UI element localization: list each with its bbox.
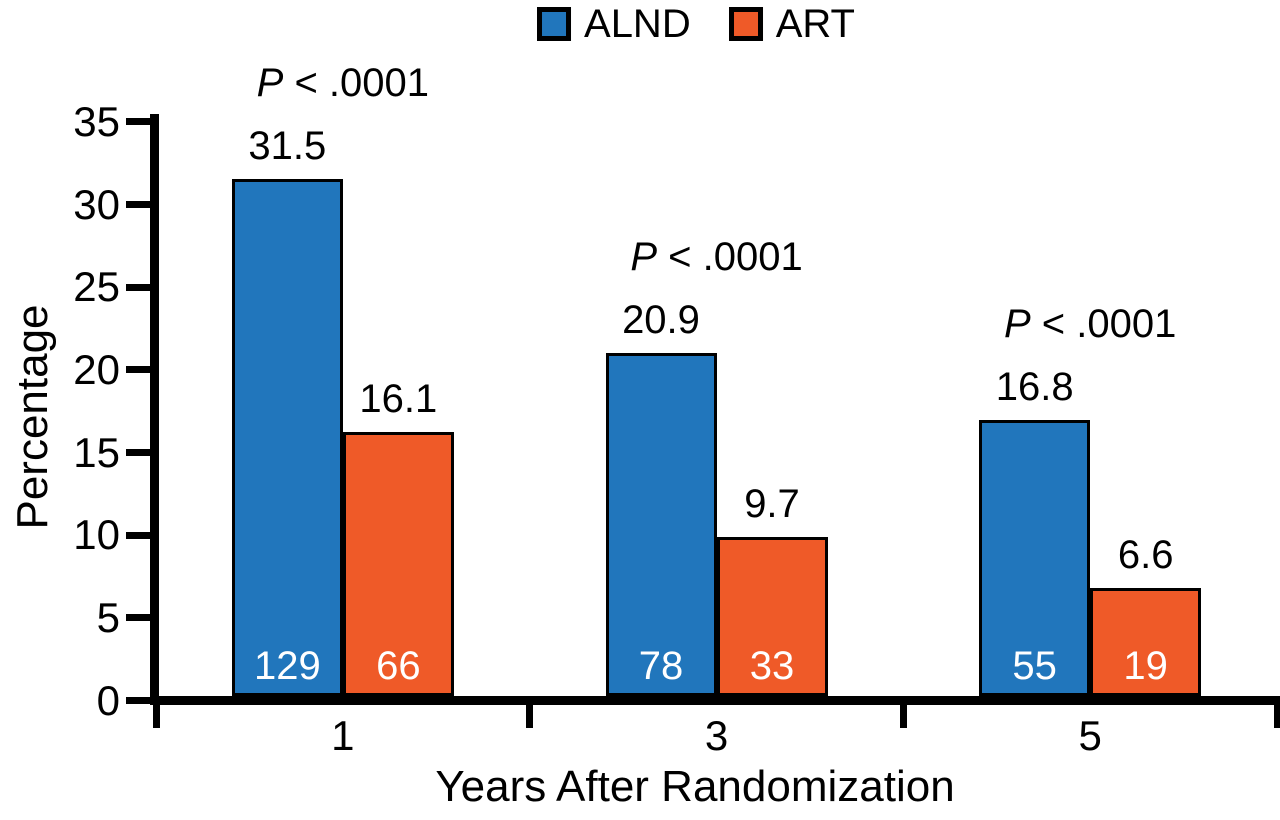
x-tick <box>899 700 907 728</box>
legend-swatch-alnd-icon <box>537 7 572 41</box>
y-tick <box>126 118 150 126</box>
bar-alnd: 78 <box>605 353 717 696</box>
y-tick-label: 0 <box>96 676 120 724</box>
x-tick <box>526 700 534 728</box>
legend-item-art: ART <box>728 2 855 46</box>
legend-swatch-art-icon <box>728 7 763 41</box>
y-tick <box>126 531 150 539</box>
p-value-label: P < .0001 <box>256 61 430 106</box>
bar-count-label: 129 <box>253 643 321 688</box>
y-tick <box>126 697 150 704</box>
bar-count-label: 78 <box>638 643 684 688</box>
legend-label-art: ART <box>775 2 855 46</box>
y-tick <box>126 201 150 209</box>
p-value-label: P < .0001 <box>1003 302 1177 347</box>
bar-alnd: 129 <box>231 179 343 696</box>
bar-value-label: 31.5 <box>248 124 327 169</box>
bar-alnd: 55 <box>979 420 1091 696</box>
x-tick <box>1273 700 1280 728</box>
legend: ALND ART <box>537 4 855 44</box>
x-tick-label: 3 <box>704 712 729 759</box>
legend-label-alnd: ALND <box>584 2 691 46</box>
y-tick-label: 5 <box>96 593 120 641</box>
legend-item-alnd: ALND <box>537 4 691 44</box>
bar-count-label: 66 <box>376 643 421 688</box>
bar-value-label: 20.9 <box>622 298 700 343</box>
bar-value-label: 6.6 <box>1117 532 1174 577</box>
x-tick-label: 5 <box>1078 712 1102 759</box>
x-axis-line <box>150 696 1280 705</box>
y-tick-label: 30 <box>73 180 120 228</box>
bar-count-label: 19 <box>1123 643 1168 688</box>
y-tick <box>126 366 150 374</box>
y-tick-label: 35 <box>73 97 120 145</box>
bar-value-label: 16.8 <box>995 365 1074 410</box>
p-value-label: P < .0001 <box>630 235 803 280</box>
y-tick <box>126 283 150 291</box>
bar-value-label: 16.1 <box>359 376 438 421</box>
y-tick-label: 20 <box>73 345 120 393</box>
bar-value-label: 9.7 <box>744 481 800 526</box>
bar-art: 33 <box>716 536 828 696</box>
y-tick-label: 10 <box>73 511 120 559</box>
x-tick <box>152 700 160 728</box>
y-axis-title: Percentage <box>8 304 57 530</box>
bar-art: 66 <box>342 431 454 696</box>
bar-count-label: 33 <box>749 643 795 688</box>
y-tick-label: 15 <box>73 428 120 476</box>
bar-art: 19 <box>1090 587 1202 696</box>
y-tick-label: 25 <box>73 263 120 311</box>
bar-count-label: 55 <box>1012 643 1057 688</box>
y-tick <box>126 614 150 622</box>
y-axis-line <box>150 114 159 705</box>
x-tick-label: 1 <box>331 712 355 759</box>
x-axis-title: Years After Randomization <box>435 762 955 811</box>
y-tick <box>126 449 150 457</box>
